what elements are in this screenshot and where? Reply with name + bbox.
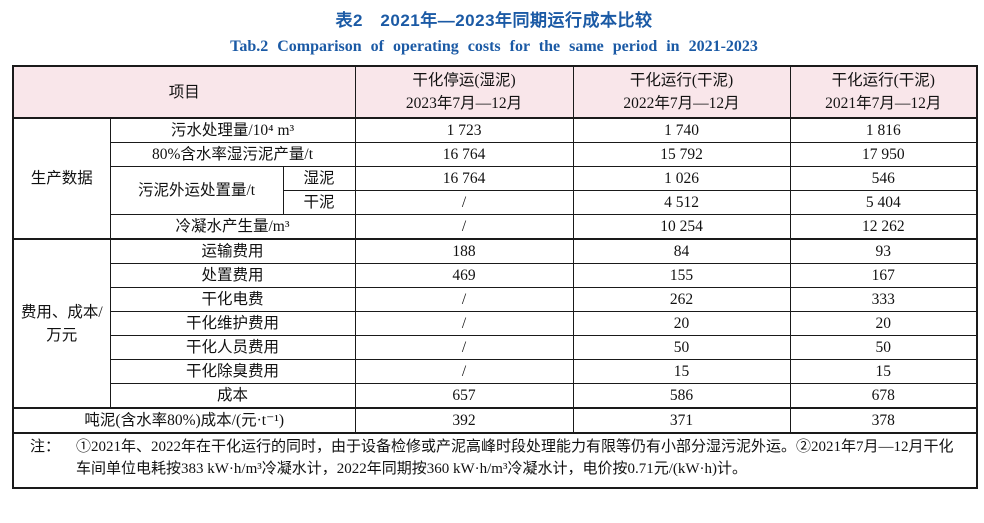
cell-outbound-wet-2022: 1 026 <box>572 166 791 191</box>
cell-per-ton-cost-2021: 378 <box>789 407 978 434</box>
table-row-transport: 费用、成本/ 万元 运输费用 188 84 93 <box>12 238 978 409</box>
row-label-deodorization: 干化除臭费用 <box>109 359 356 384</box>
cell-wet-sludge-2022: 15 792 <box>572 142 791 167</box>
cell-wet-sludge-2023: 16 764 <box>354 142 574 167</box>
cell-sewage-2022: 1 740 <box>572 117 791 143</box>
cell-total-cost-2023: 657 <box>354 383 574 409</box>
cell-per-ton-cost-2023: 392 <box>354 407 574 434</box>
row-label-personnel: 干化人员费用 <box>109 335 356 360</box>
cell-electricity-2023: / <box>354 287 574 312</box>
header-2023-line1: 干化停运(湿泥) <box>412 72 516 89</box>
row-label-total-cost: 成本 <box>109 383 356 409</box>
cell-personnel-2023: / <box>354 335 574 360</box>
group-label-cost-line1: 费用、成本/ <box>20 303 103 321</box>
cell-personnel-2022: 50 <box>572 335 791 360</box>
table-title-zh: 表2 2021年—2023年同期运行成本比较 <box>335 11 653 30</box>
table-row-personnel: 干化人员费用 / 50 50 <box>13 335 978 360</box>
row-sublabel-wet: 湿泥 <box>282 166 356 191</box>
header-2023-line2: 2023年7月—12月 <box>405 95 523 112</box>
header-cell-item: 项目 <box>12 65 356 119</box>
cell-personnel-2021: 50 <box>789 335 978 360</box>
header-cell-2022: 干化运行(干泥) 2022年7月—12月 <box>572 65 791 119</box>
cell-disposal-2023: 469 <box>354 263 574 288</box>
cell-deodorization-2022: 15 <box>572 359 791 384</box>
cell-electricity-2021: 333 <box>789 287 978 312</box>
cell-disposal-2021: 167 <box>789 263 978 288</box>
header-row: 项目 干化停运(湿泥) 2023年7月—12月 干化运行(干泥) 2022年7月… <box>12 65 978 119</box>
row-label-disposal: 处置费用 <box>109 263 356 288</box>
cell-total-cost-2021: 678 <box>789 383 978 409</box>
header-cell-2023: 干化停运(湿泥) 2023年7月—12月 <box>354 65 574 119</box>
row-label-per-ton-cost: 吨泥(含水率80%)成本/(元·t⁻¹) <box>12 407 356 434</box>
table-row-maintenance: 干化维护费用 / 20 20 <box>13 311 978 336</box>
cell-outbound-wet-2023: 16 764 <box>354 166 574 191</box>
note-cell: 注： ①2021年、2022年在干化运行的同时，由于设备检修或产泥高峰时段处理能… <box>12 432 978 489</box>
operating-cost-comparison-table: 项目 干化停运(湿泥) 2023年7月—12月 干化运行(干泥) 2022年7月… <box>12 65 979 489</box>
cell-transport-2021: 93 <box>789 238 978 264</box>
group-label-production: 生产数据 <box>12 117 111 240</box>
cell-outbound-dry-2023: / <box>354 190 574 215</box>
cell-per-ton-cost-2022: 371 <box>572 407 791 434</box>
note: 注： ①2021年、2022年在干化运行的同时，由于设备检修或产泥高峰时段处理能… <box>30 437 966 480</box>
paper-page: 表2 2021年—2023年同期运行成本比较 Tab.2 Comparison … <box>12 11 979 489</box>
table-row-note: 注： ①2021年、2022年在干化运行的同时，由于设备检修或产泥高峰时段处理能… <box>12 432 978 489</box>
row-label-transport: 运输费用 <box>109 238 356 264</box>
cell-total-cost-2022: 586 <box>572 383 791 409</box>
table-row-electricity: 干化电费 / 262 333 <box>13 287 978 312</box>
cell-deodorization-2023: / <box>354 359 574 384</box>
note-label: 注： <box>30 439 61 455</box>
table-row-outbound-dry: 干泥 / 4 512 5 404 <box>13 190 978 215</box>
cell-outbound-dry-2021: 5 404 <box>789 190 978 215</box>
table-title-en: Tab.2 Comparison of operating costs for … <box>230 38 758 55</box>
cell-condensate-2021: 12 262 <box>789 214 978 240</box>
row-label-condensate: 冷凝水产生量/m³ <box>109 214 356 240</box>
table-row-per-ton-cost: 吨泥(含水率80%)成本/(元·t⁻¹) 392 371 378 <box>12 407 978 434</box>
header-2022-line2: 2022年7月—12月 <box>623 95 740 112</box>
cell-sewage-2023: 1 723 <box>354 117 574 143</box>
table-row-condensate: 冷凝水产生量/m³ / 10 254 12 262 <box>13 214 978 240</box>
cell-electricity-2022: 262 <box>572 287 791 312</box>
cell-outbound-wet-2021: 546 <box>789 166 978 191</box>
row-sublabel-dry: 干泥 <box>282 190 356 215</box>
cell-condensate-2023: / <box>354 214 574 240</box>
cell-transport-2022: 84 <box>572 238 791 264</box>
row-label-electricity: 干化电费 <box>109 287 356 312</box>
cell-transport-2023: 188 <box>354 238 574 264</box>
cell-sewage-2021: 1 816 <box>789 117 978 143</box>
cell-maintenance-2023: / <box>354 311 574 336</box>
table-row-disposal: 处置费用 469 155 167 <box>13 263 978 288</box>
table-row-total-cost: 成本 657 586 678 <box>13 383 978 409</box>
table-row-sewage: 生产数据 污水处理量/10⁴ m³ 1 723 1 740 1 816 <box>12 117 978 240</box>
cell-disposal-2022: 155 <box>572 263 791 288</box>
table-row-wet-sludge: 80%含水率湿污泥产量/t 16 764 15 792 17 950 <box>13 142 978 167</box>
row-label-maintenance: 干化维护费用 <box>109 311 356 336</box>
table-row-outbound-wet: 污泥外运处置量/t 湿泥 16 764 1 026 546 <box>13 166 978 215</box>
cell-deodorization-2021: 15 <box>789 359 978 384</box>
row-label-wet-sludge: 80%含水率湿污泥产量/t <box>109 142 356 167</box>
row-label-outbound: 污泥外运处置量/t <box>109 166 284 215</box>
header-2021-line2: 2021年7月—12月 <box>825 95 942 112</box>
cell-outbound-dry-2022: 4 512 <box>572 190 791 215</box>
group-label-cost: 费用、成本/ 万元 <box>12 238 111 409</box>
header-2021-line1: 干化运行(干泥) <box>831 72 935 89</box>
row-label-sewage: 污水处理量/10⁴ m³ <box>109 117 356 143</box>
cell-wet-sludge-2021: 17 950 <box>789 142 978 167</box>
header-2022-line1: 干化运行(干泥) <box>629 72 734 89</box>
cell-condensate-2022: 10 254 <box>572 214 791 240</box>
group-label-cost-line2: 万元 <box>46 326 78 344</box>
note-text: ①2021年、2022年在干化运行的同时，由于设备检修或产泥高峰时段处理能力有限… <box>76 439 954 477</box>
cell-maintenance-2022: 20 <box>572 311 791 336</box>
header-cell-2021: 干化运行(干泥) 2021年7月—12月 <box>789 65 978 119</box>
table-row-deodorization: 干化除臭费用 / 15 15 <box>13 359 978 384</box>
cell-maintenance-2021: 20 <box>789 311 978 336</box>
